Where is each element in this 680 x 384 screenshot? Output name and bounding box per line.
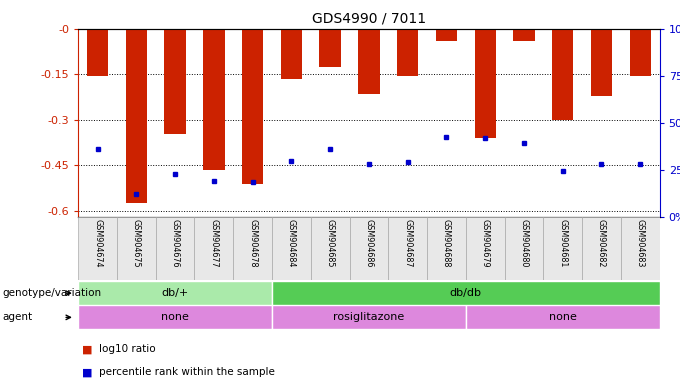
Text: percentile rank within the sample: percentile rank within the sample [99, 367, 275, 377]
Text: GSM904676: GSM904676 [171, 220, 180, 268]
Bar [320, 29, 341, 67]
Bar [281, 29, 302, 79]
Text: ■: ■ [82, 344, 92, 354]
Text: GSM904679: GSM904679 [481, 220, 490, 268]
Text: GSM904683: GSM904683 [636, 220, 645, 268]
Bar [466, 305, 660, 329]
Text: GSM904675: GSM904675 [132, 220, 141, 268]
Text: log10 ratio: log10 ratio [99, 344, 155, 354]
Text: GSM904687: GSM904687 [403, 220, 412, 268]
Bar [311, 217, 350, 280]
Text: ■: ■ [82, 367, 92, 377]
Text: GSM904678: GSM904678 [248, 220, 257, 268]
Bar [552, 29, 573, 120]
Bar [427, 217, 466, 280]
Text: GSM904681: GSM904681 [558, 220, 567, 268]
Bar [233, 217, 272, 280]
Text: db/+: db/+ [161, 288, 189, 298]
Bar [350, 217, 388, 280]
Bar [203, 29, 224, 170]
Bar [272, 217, 311, 280]
Bar [505, 217, 543, 280]
Bar [117, 217, 156, 280]
Text: genotype/variation: genotype/variation [2, 288, 101, 298]
Bar [436, 29, 457, 41]
Text: agent: agent [2, 312, 32, 323]
Text: GSM904686: GSM904686 [364, 220, 373, 268]
Bar [156, 217, 194, 280]
Text: GSM904685: GSM904685 [326, 220, 335, 268]
Text: GSM904682: GSM904682 [597, 220, 606, 268]
Text: GSM904674: GSM904674 [93, 220, 102, 268]
Bar [165, 29, 186, 134]
Bar [272, 305, 466, 329]
Text: db/db: db/db [449, 288, 482, 298]
Text: none: none [161, 312, 189, 323]
Bar [397, 29, 418, 76]
Bar [272, 281, 660, 305]
Bar [126, 29, 147, 203]
Text: none: none [549, 312, 577, 323]
Bar [475, 29, 496, 138]
Text: GSM904684: GSM904684 [287, 220, 296, 268]
Bar [630, 29, 651, 76]
Text: GSM904688: GSM904688 [442, 220, 451, 268]
Text: GDS4990 / 7011: GDS4990 / 7011 [312, 12, 426, 25]
Bar [87, 29, 108, 76]
Bar [621, 217, 660, 280]
Bar [78, 305, 272, 329]
Bar [582, 217, 621, 280]
Bar [543, 217, 582, 280]
Bar [591, 29, 612, 96]
Text: GSM904677: GSM904677 [209, 220, 218, 268]
Bar [513, 29, 534, 41]
Text: GSM904680: GSM904680 [520, 220, 528, 268]
Text: rosiglitazone: rosiglitazone [333, 312, 405, 323]
Bar [78, 217, 117, 280]
Bar [242, 29, 263, 184]
Bar [194, 217, 233, 280]
Bar [388, 217, 427, 280]
Bar [78, 281, 272, 305]
Bar [358, 29, 379, 94]
Bar [466, 217, 505, 280]
